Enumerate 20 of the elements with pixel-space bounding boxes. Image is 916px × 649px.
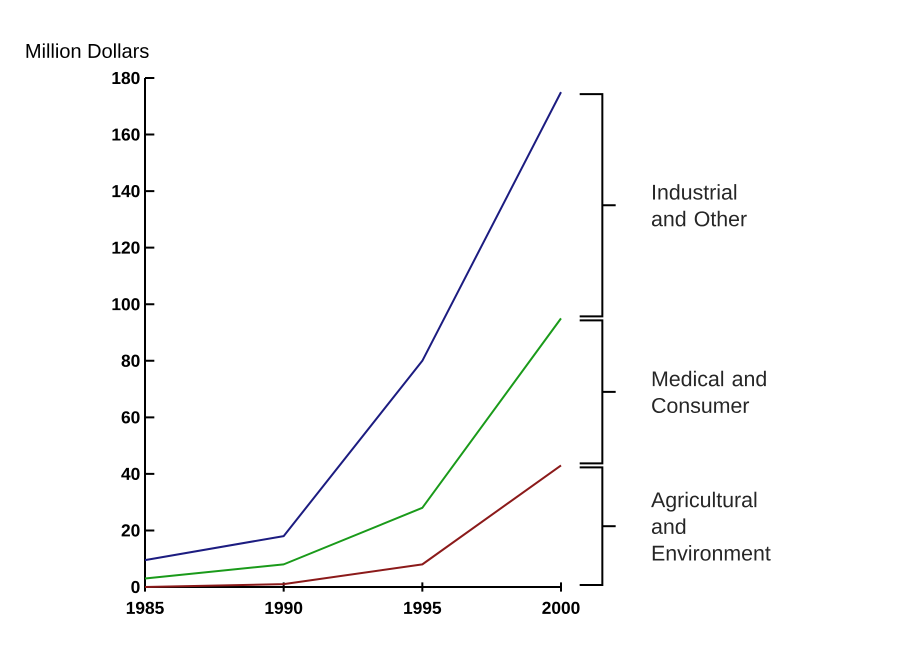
y-tick-label: 20 — [122, 524, 140, 537]
x-tick-label: 1985 — [126, 602, 164, 614]
x-tick-label: 2000 — [542, 602, 580, 614]
y-tick-label: 0 — [131, 580, 140, 594]
text: Agricultural and Environment — [651, 492, 771, 561]
y-axis-title: Million Dollars — [26, 43, 149, 58]
line-series — [144, 317, 562, 580]
text: Industrial and Other — [652, 184, 747, 226]
y-tick-label: 160 — [112, 128, 140, 141]
text: Medical and Consumer — [652, 370, 766, 414]
line-series — [144, 91, 562, 562]
y-tick-label: 100 — [112, 298, 140, 310]
y-tick-label: 40 — [121, 468, 140, 480]
y-tick-label: 80 — [122, 354, 140, 367]
y-tick-label: 60 — [122, 411, 140, 424]
y-tick-label: 140 — [112, 184, 140, 198]
y-tick-label: 180 — [112, 72, 140, 84]
x-tick-label: 1995 — [404, 602, 442, 614]
y-tick-label: 120 — [112, 242, 140, 254]
x-tick-label: 1990 — [265, 602, 302, 614]
